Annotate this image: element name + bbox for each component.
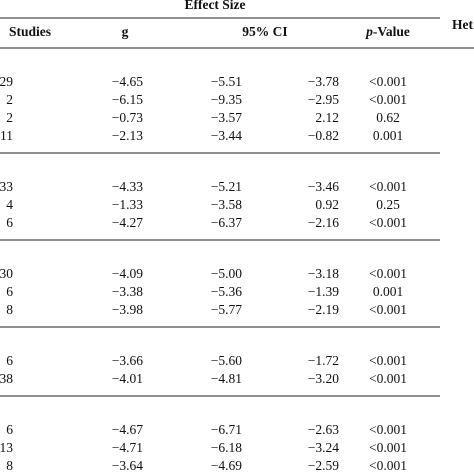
cell: 0.001	[373, 128, 403, 143]
cell: <0.001	[369, 74, 407, 89]
cell: 2	[6, 92, 13, 107]
cell: −1.39	[308, 284, 339, 299]
cell: −0.73	[112, 110, 143, 125]
cell: 11	[0, 128, 13, 143]
cell: −2.16	[308, 215, 339, 230]
col-header: 95% CI	[242, 24, 287, 39]
cell: −2.63	[308, 422, 339, 437]
cell: −9.35	[211, 92, 242, 107]
cell: −4.71	[112, 440, 143, 455]
cell: 33	[0, 179, 13, 194]
heterogeneity-header: Het	[452, 17, 473, 32]
cell: −3.57	[211, 110, 242, 125]
cell: 0.92	[315, 197, 339, 212]
cell: −5.21	[211, 179, 242, 194]
cell: <0.001	[369, 353, 407, 368]
cell: −6.18	[211, 440, 242, 455]
cell: <0.001	[369, 422, 407, 437]
col-header: p-Value	[365, 24, 410, 39]
cell: −3.44	[211, 128, 242, 143]
cell: 13	[0, 440, 13, 455]
cell: −6.71	[211, 422, 242, 437]
cell: −2.59	[308, 458, 339, 473]
cell: <0.001	[369, 371, 407, 386]
cell: −4.09	[112, 266, 143, 281]
cell: −3.58	[211, 197, 242, 212]
cell: 6	[6, 215, 13, 230]
cell: −3.24	[308, 440, 339, 455]
cell: −3.46	[308, 179, 339, 194]
cell: −3.78	[308, 74, 339, 89]
cell: 6	[6, 284, 13, 299]
cell: −5.77	[211, 302, 242, 317]
cell: <0.001	[369, 215, 407, 230]
cell: −4.27	[112, 215, 143, 230]
cell: <0.001	[369, 92, 407, 107]
cell: −4.67	[112, 422, 143, 437]
cell: 0.25	[376, 197, 400, 212]
cell: −4.65	[112, 74, 143, 89]
cell: −1.33	[112, 197, 143, 212]
cell: −3.20	[308, 371, 339, 386]
col-header: g	[122, 24, 129, 39]
cell: −5.00	[211, 266, 242, 281]
cell: <0.001	[369, 179, 407, 194]
cell: 2	[6, 110, 13, 125]
cell: −4.01	[112, 371, 143, 386]
cell: −3.66	[112, 353, 143, 368]
cell: −6.15	[112, 92, 143, 107]
cell: <0.001	[369, 302, 407, 317]
cell: −4.69	[211, 458, 242, 473]
cell: 30	[0, 266, 13, 281]
cell: <0.001	[369, 266, 407, 281]
cell: −2.19	[308, 302, 339, 317]
cell: −5.60	[211, 353, 242, 368]
cell: 0.62	[376, 110, 400, 125]
cell: <0.001	[369, 440, 407, 455]
col-header: Studies	[9, 24, 51, 39]
cell: 38	[0, 371, 13, 386]
cell: −6.37	[211, 215, 242, 230]
p-rest: -Value	[373, 24, 410, 39]
cell: 0.001	[373, 284, 403, 299]
cell: 2.12	[315, 110, 339, 125]
cell: −3.18	[308, 266, 339, 281]
cell: −3.98	[112, 302, 143, 317]
cell: <0.001	[369, 458, 407, 473]
cell: −2.13	[112, 128, 143, 143]
cell: −5.51	[211, 74, 242, 89]
cell: −4.81	[211, 371, 242, 386]
cell: 4	[6, 197, 13, 212]
cell: 8	[6, 458, 13, 473]
p-italic: p	[365, 24, 373, 39]
cell: −1.72	[308, 353, 339, 368]
cell: 6	[6, 353, 13, 368]
cell: 6	[6, 422, 13, 437]
cell: −3.64	[112, 458, 143, 473]
cell: 29	[0, 74, 13, 89]
cell: −4.33	[112, 179, 143, 194]
cell: −2.95	[308, 92, 339, 107]
cell: −5.36	[211, 284, 242, 299]
cell: 8	[6, 302, 13, 317]
cell: −3.38	[112, 284, 143, 299]
cell: −0.82	[308, 128, 339, 143]
effect-size-header: Effect Size	[184, 0, 245, 12]
